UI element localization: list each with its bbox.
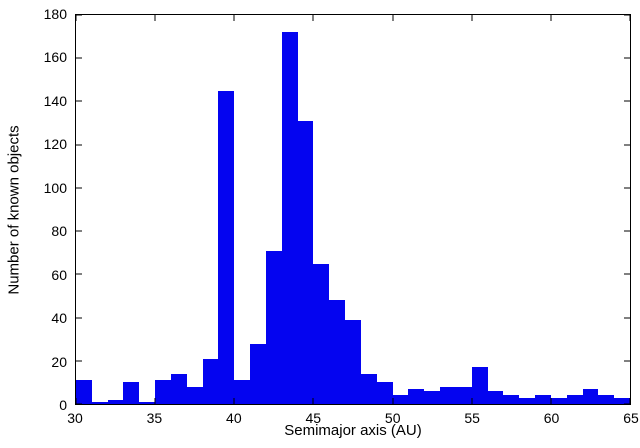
- x-tick-mark: [154, 398, 156, 404]
- histogram-bar: [360, 373, 377, 404]
- y-tick-mark: [624, 14, 630, 16]
- x-tick-label: 65: [623, 410, 639, 426]
- x-tick-mark: [629, 15, 631, 21]
- x-tick-mark: [154, 15, 156, 21]
- x-tick-mark: [392, 398, 394, 404]
- histogram-bar: [139, 401, 156, 404]
- y-tick-mark: [624, 100, 630, 102]
- histogram-bar: [424, 391, 441, 404]
- histogram-bar: [202, 358, 219, 404]
- y-tick-mark: [76, 100, 82, 102]
- histogram-bar: [440, 386, 456, 404]
- y-tick-mark: [624, 144, 630, 146]
- histogram-bar: [471, 367, 488, 404]
- y-tick-label: 120: [43, 136, 67, 153]
- y-tick-mark: [76, 57, 82, 59]
- x-tick-mark: [233, 15, 235, 21]
- x-tick-mark: [312, 398, 314, 404]
- histogram-bar: [487, 391, 504, 404]
- y-tick-mark: [76, 360, 82, 362]
- y-tick-label: 20: [51, 353, 67, 370]
- histogram-bar: [408, 388, 425, 404]
- x-tick-label: 60: [543, 410, 560, 426]
- y-tick-mark: [624, 273, 630, 275]
- histogram-bar: [503, 395, 520, 404]
- histogram-bar: [566, 395, 583, 404]
- y-tick-mark: [624, 317, 630, 319]
- histogram-bar: [550, 397, 567, 404]
- y-tick-label: 40: [51, 310, 67, 327]
- y-tick-label: 160: [43, 49, 67, 66]
- x-tick-mark: [629, 398, 631, 404]
- histogram-bar: [155, 380, 171, 404]
- histogram-bar: [376, 382, 393, 404]
- x-tick-label: 40: [226, 410, 242, 426]
- y-tick-label: 180: [43, 6, 67, 22]
- y-tick-mark: [624, 230, 630, 232]
- histogram-bar: [170, 373, 187, 404]
- x-tick-mark: [471, 398, 473, 404]
- y-tick-mark: [76, 317, 82, 319]
- histogram-bar: [392, 395, 409, 404]
- histogram-bar: [281, 32, 298, 404]
- histogram-bar: [186, 386, 203, 404]
- y-tick-mark: [624, 403, 630, 405]
- histogram-bar: [535, 395, 551, 404]
- x-axis-label: Semimajor axis (AU): [284, 422, 422, 439]
- x-tick-mark: [550, 15, 552, 21]
- y-tick-mark: [624, 360, 630, 362]
- histogram-bar: [313, 263, 330, 404]
- y-axis-label: Number of known objects: [5, 125, 23, 295]
- x-tick-label: 45: [305, 410, 322, 426]
- histogram-bar: [123, 382, 140, 404]
- y-tick-label: 60: [51, 266, 67, 283]
- histogram-bar: [107, 399, 124, 404]
- histogram-bar: [455, 386, 472, 404]
- histogram-bar: [218, 90, 235, 404]
- x-tick-label: 55: [464, 410, 480, 426]
- histogram-bar: [345, 319, 361, 404]
- x-tick-mark: [75, 398, 77, 404]
- y-tick-mark: [76, 403, 82, 405]
- histogram-bar: [76, 380, 92, 404]
- x-tick-label: 50: [384, 410, 401, 426]
- y-tick-mark: [76, 230, 82, 232]
- histogram-bar: [329, 300, 346, 404]
- histogram-bar: [519, 397, 536, 404]
- x-tick-mark: [233, 398, 235, 404]
- y-tick-mark: [624, 187, 630, 189]
- y-tick-mark: [76, 144, 82, 146]
- histogram-bar: [582, 388, 599, 404]
- y-tick-mark: [76, 187, 82, 189]
- x-tick-label: 35: [146, 410, 163, 426]
- x-tick-mark: [75, 15, 77, 21]
- histogram-bar: [598, 395, 615, 404]
- y-tick-label: 140: [43, 92, 67, 109]
- plot-area: [75, 14, 631, 405]
- histogram-bar: [91, 401, 108, 404]
- y-tick-label: 80: [51, 223, 67, 240]
- histogram-bar: [234, 380, 251, 404]
- histogram-bar: [297, 120, 314, 404]
- x-tick-label: 30: [67, 410, 83, 426]
- x-tick-mark: [312, 15, 314, 21]
- x-tick-mark: [392, 15, 394, 21]
- y-tick-mark: [76, 273, 82, 275]
- histogram-bar: [614, 397, 630, 404]
- y-tick-mark: [624, 57, 630, 59]
- y-tick-label: 0: [59, 397, 67, 413]
- histogram-bar: [265, 250, 282, 404]
- histogram-bar: [250, 343, 266, 404]
- x-tick-mark: [550, 398, 552, 404]
- x-tick-mark: [471, 15, 473, 21]
- y-tick-label: 100: [43, 179, 67, 196]
- y-tick-mark: [76, 14, 82, 16]
